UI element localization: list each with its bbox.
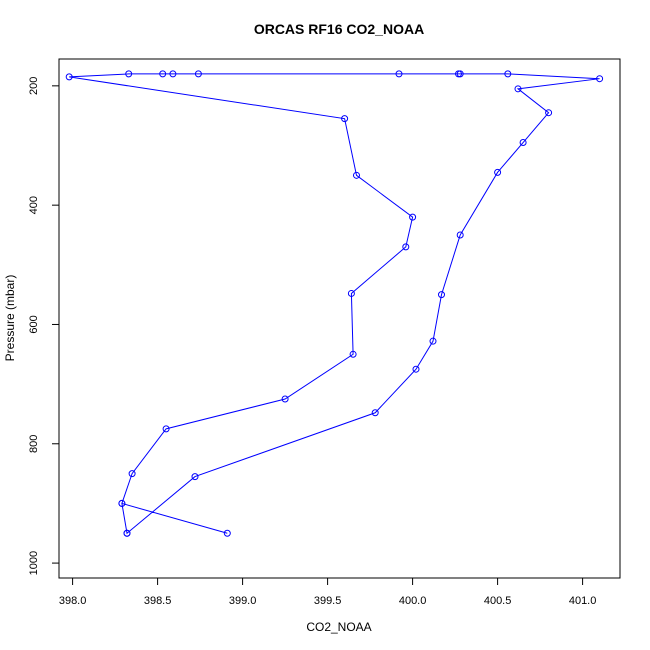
data-point [353,171,360,179]
y-tick-label: 800 [28,435,40,453]
data-point [281,395,289,403]
x-axis: 398.0 398.5 399.0 399.5 400.0 400.5 401.0 [59,578,597,607]
data-point [65,73,73,81]
y-axis: 200 400 600 800 1000 [28,77,59,575]
data-point [194,70,202,78]
data-point [519,139,527,147]
data-point [456,70,464,78]
x-tick-label: 398.0 [59,595,87,607]
data-point [128,470,136,478]
data-point [514,85,522,93]
x-tick-label: 401.0 [569,595,597,607]
data-point [191,473,199,481]
data-point [409,213,417,221]
data-point [347,289,355,297]
data-point [118,499,126,507]
data-point [395,70,403,78]
data-point [456,231,464,239]
data-point [494,168,502,176]
x-tick-label: 400.0 [399,595,427,607]
data-point [123,529,131,537]
x-tick-label: 400.5 [484,595,512,607]
x-axis-label: CO2_NOAA [306,620,371,634]
data-point [223,529,231,537]
data-point [596,75,604,83]
series-line [69,73,600,535]
chart-title: ORCAS RF16 CO2_NOAA [254,21,424,37]
y-axis-label: Pressure (mbar) [3,275,17,362]
x-tick-label: 398.5 [144,595,172,607]
data-point [169,70,177,78]
data-point [159,70,167,78]
data-point [371,409,379,417]
x-tick-label: 399.5 [314,595,342,607]
y-tick-label: 1000 [28,551,40,575]
data-point [162,425,170,433]
data-point [545,109,553,117]
data-point [438,291,445,299]
data-point [412,365,420,373]
data-point [504,70,512,78]
plot-area-frame [58,58,621,579]
data-point [349,350,357,358]
data-point [429,337,437,345]
series-layer [65,70,604,537]
data-point [402,243,410,251]
data-point [125,70,133,78]
y-tick-label: 600 [28,315,40,333]
x-tick-label: 399.0 [229,595,257,607]
y-tick-label: 200 [28,77,40,95]
y-tick-label: 400 [28,196,40,214]
data-point [341,115,349,123]
